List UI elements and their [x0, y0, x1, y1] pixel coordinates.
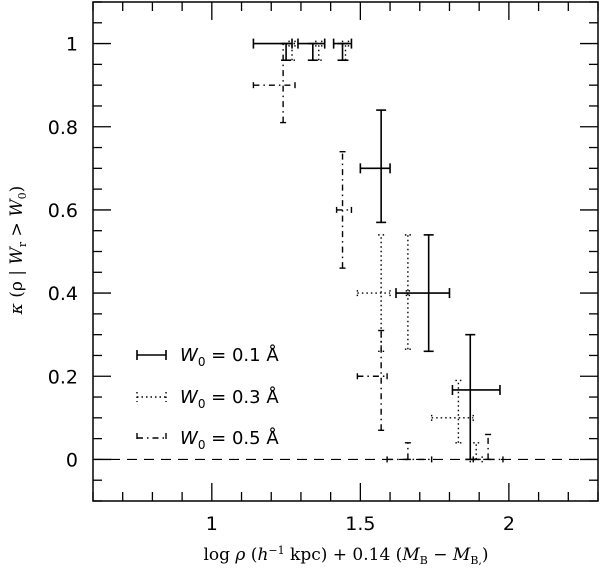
legend-line-sample [136, 350, 167, 360]
error-bar-point [472, 433, 504, 463]
plot-frame [92, 1, 599, 502]
legend-item-solid: W0 = 0.1 Å [136, 344, 279, 369]
error-bar-point [430, 379, 474, 444]
error-bar-point [395, 234, 451, 353]
error-bar-point [341, 40, 350, 61]
x-axis-label: log ρ (h−1 kpc) + 0.14 (MB − MB,) [203, 544, 488, 567]
data-series [252, 38, 504, 463]
x-tick-label: 1 [206, 513, 218, 535]
error-bar-point [404, 234, 411, 350]
series-dotted [288, 40, 483, 463]
x-tick-label: 2 [503, 513, 515, 535]
error-bar-point [252, 42, 296, 124]
y-tick-label: 0 [66, 449, 78, 471]
y-tick-label: 0.2 [48, 366, 78, 388]
legend-item-dashdot: W0 = 0.5 Å [136, 427, 279, 452]
series-solid [252, 38, 501, 461]
y-axis-label: κ (ρ | Wr > W0) [7, 186, 29, 316]
error-bar-point [315, 40, 323, 61]
legend-label: W0 = 0.1 Å [180, 344, 279, 369]
tick-labels: 1 1.5 2 0 0.2 0.4 0.6 0.8 1 [48, 34, 515, 535]
legend-label: W0 = 0.5 Å [180, 427, 279, 452]
legend-label: W0 = 0.3 Å [180, 386, 279, 411]
error-bar-point [451, 333, 501, 461]
error-bar-point [288, 40, 296, 61]
legend-line-sample [136, 392, 167, 402]
error-bar-point [335, 150, 353, 269]
y-tick-label: 0.4 [48, 283, 78, 305]
error-bar-point [386, 442, 433, 463]
legend: W0 = 0.1 Å W0 = 0.3 Å W0 = 0.5 Å [136, 344, 279, 452]
error-bar-point [252, 38, 293, 62]
error-bar-point [356, 234, 391, 352]
legend-line-sample [136, 433, 167, 443]
x-tick-label: 1.5 [345, 513, 375, 535]
legend-item-dotted: W0 = 0.3 Å [136, 386, 279, 411]
y-tick-label: 0.6 [48, 200, 78, 222]
error-bar-point [359, 109, 391, 224]
axis-ticks [92, 1, 599, 502]
y-tick-label: 1 [66, 34, 78, 56]
error-bar-point [356, 329, 388, 432]
y-tick-label: 0.8 [48, 117, 78, 139]
error-bar-point [297, 38, 326, 62]
series-dashdot [252, 42, 504, 463]
